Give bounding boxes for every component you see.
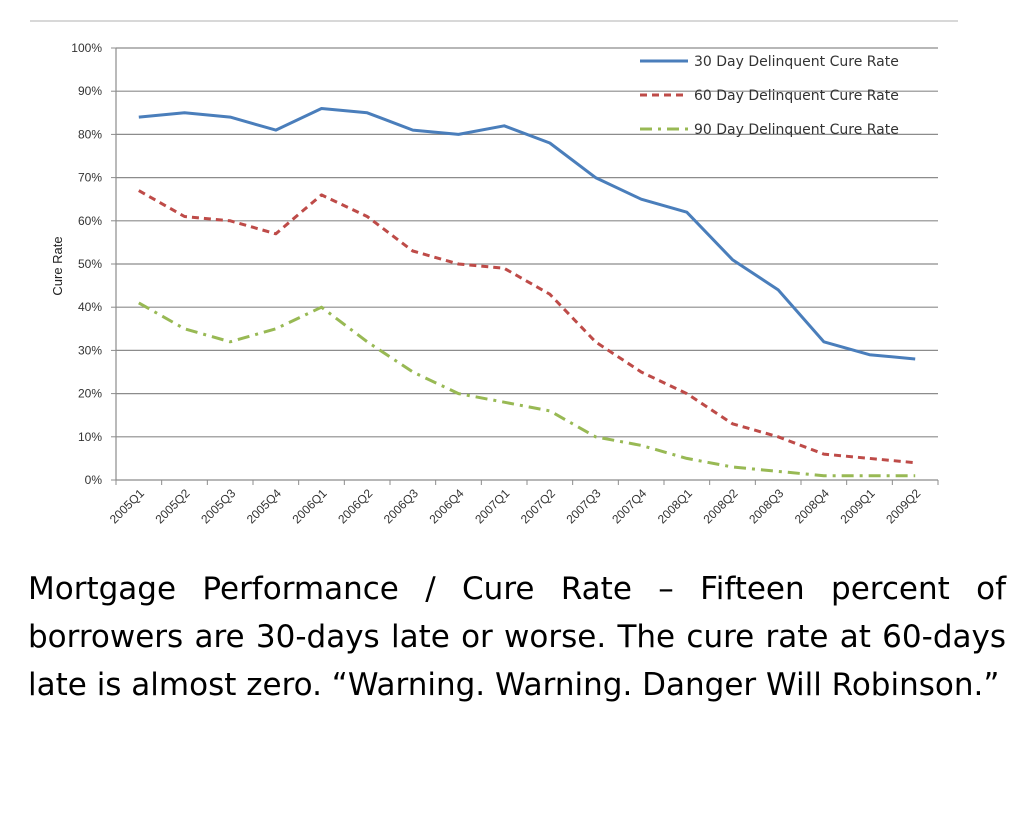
- series-line-3: [138, 301, 916, 478]
- x-tick-label: 2007Q1: [472, 486, 512, 526]
- x-tick-label: 2005Q3: [198, 486, 238, 526]
- x-tick-label: 2005Q4: [244, 486, 284, 526]
- series-line-2: [138, 189, 916, 465]
- x-tick-label: 2006Q4: [427, 486, 467, 526]
- legend: 30 Day Delinquent Cure Rate 60 Day Delinq…: [640, 54, 899, 138]
- legend-label: 30 Day Delinquent Cure Rate: [694, 54, 899, 70]
- x-tick-label: 2006Q1: [290, 486, 330, 526]
- x-tick-label: 2007Q3: [564, 486, 604, 526]
- x-tick-label: 2006Q3: [381, 486, 421, 526]
- gridlines: [116, 47, 938, 438]
- x-tick-label: 2008Q2: [701, 486, 741, 526]
- x-tick-label: 2006Q2: [335, 486, 375, 526]
- legend-label: 90 Day Delinquent Cure Rate: [694, 122, 899, 138]
- y-tick-label: 40%: [78, 300, 102, 314]
- x-tick-label: 2005Q1: [107, 486, 147, 526]
- y-axis-label: Cure Rate: [50, 236, 65, 295]
- series-lines: [138, 107, 916, 478]
- series-line-1: [138, 107, 916, 361]
- y-tick-label: 10%: [78, 430, 102, 444]
- x-axis-ticks: 2005Q1 2005Q2 2005Q3 2005Q4 2006Q1 2006Q2 2006…: [107, 480, 939, 526]
- x-tick-label: 2007Q4: [609, 486, 649, 526]
- y-axis-ticks: 0% 10% 20% 30% 40% 50% 60% 70% 80% 90% 100%: [71, 41, 116, 487]
- x-tick-label: 2008Q3: [746, 486, 786, 526]
- figure-caption: Mortgage Performance / Cure Rate – Fifte…: [28, 571, 1006, 703]
- line-chart: 0% 10% 20% 30% 40% 50% 60% 70% 80% 90% 100% 2005Q1…: [30, 20, 958, 526]
- legend-label: 60 Day Delinquent Cure Rate: [694, 88, 899, 104]
- y-tick-label: 0%: [85, 473, 103, 487]
- y-tick-label: 100%: [71, 41, 102, 55]
- x-tick-label: 2009Q1: [838, 486, 878, 526]
- x-tick-label: 2008Q4: [792, 486, 832, 526]
- x-tick-label: 2007Q2: [518, 486, 558, 526]
- y-tick-label: 70%: [78, 171, 102, 185]
- y-tick-label: 30%: [78, 343, 102, 357]
- x-tick-label: 2008Q1: [655, 486, 695, 526]
- y-tick-label: 60%: [78, 214, 102, 228]
- y-tick-label: 80%: [78, 127, 102, 141]
- x-tick-label: 2005Q2: [153, 486, 193, 526]
- y-tick-label: 90%: [78, 84, 102, 98]
- x-tick-label: 2009Q2: [883, 486, 923, 526]
- y-tick-label: 50%: [78, 257, 102, 271]
- y-tick-label: 20%: [78, 387, 102, 401]
